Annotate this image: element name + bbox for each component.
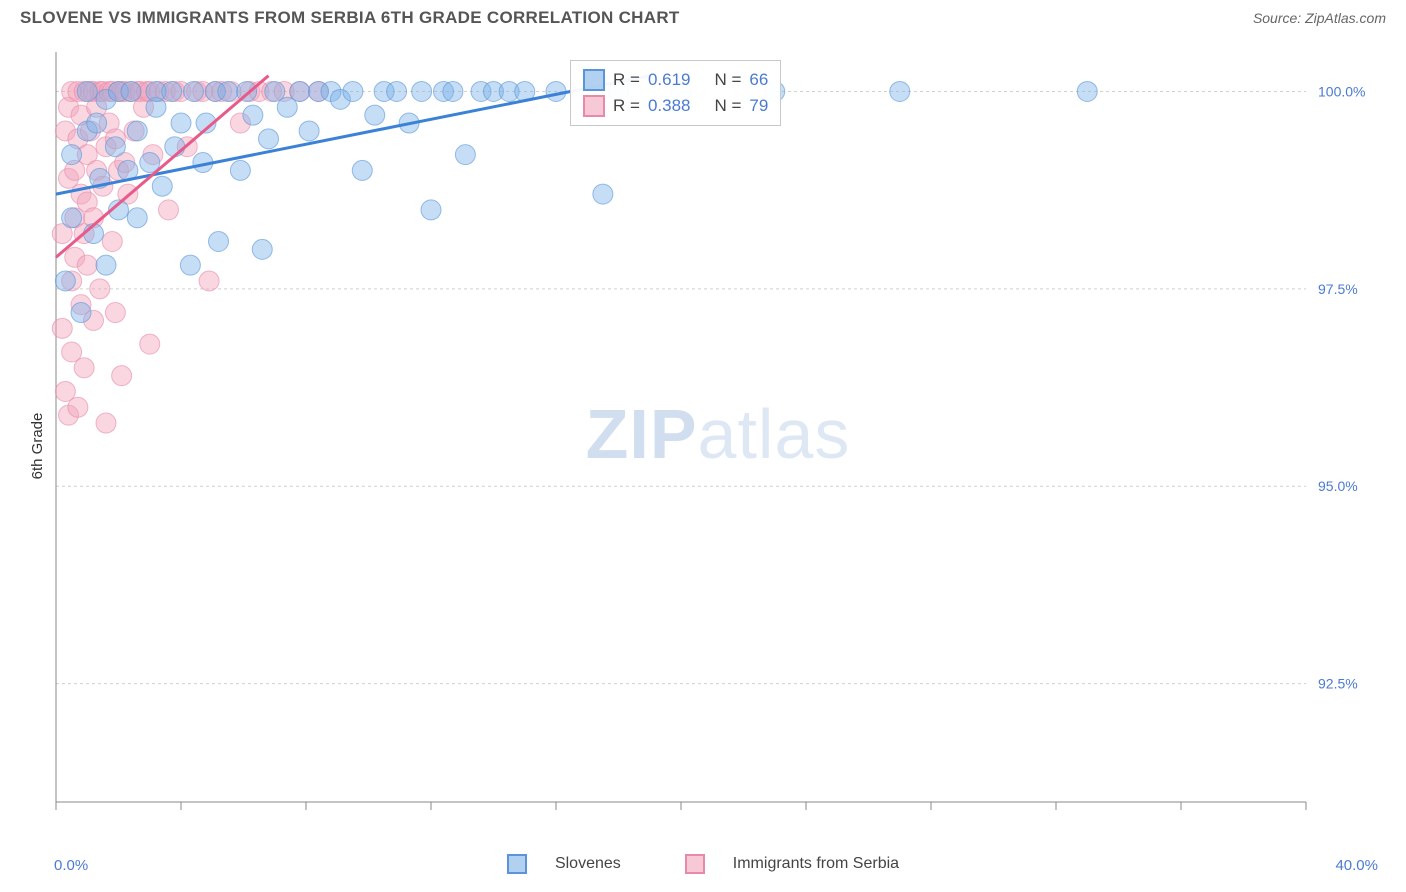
r-value: 0.388 (648, 96, 691, 116)
stats-legend-row: R = 0.619 N = 66 (583, 67, 768, 93)
stats-legend: R = 0.619 N = 66 R = 0.388 N = 79 (570, 60, 781, 126)
stats-legend-row: R = 0.388 N = 79 (583, 93, 768, 119)
n-value: 66 (749, 70, 768, 90)
chart-title: SLOVENE VS IMMIGRANTS FROM SERBIA 6TH GR… (20, 8, 680, 28)
series-label: Immigrants from Serbia (733, 855, 899, 873)
swatch-blue (507, 854, 527, 874)
swatch-blue (583, 69, 605, 91)
r-label: R = (613, 70, 640, 90)
series-label: Slovenes (555, 855, 621, 873)
n-label: N = (714, 96, 741, 116)
r-label: R = (613, 96, 640, 116)
series-legend: Slovenes Immigrants from Serbia (0, 854, 1406, 874)
source-label: Source: ZipAtlas.com (1253, 10, 1386, 26)
plot-area: 92.5%95.0%97.5%100.0% ZIPatlas R = 0.619… (50, 46, 1386, 822)
swatch-pink (685, 854, 705, 874)
svg-text:92.5%: 92.5% (1318, 676, 1358, 692)
y-axis-label: 6th Grade (29, 413, 46, 480)
svg-text:95.0%: 95.0% (1318, 478, 1358, 494)
svg-text:100.0%: 100.0% (1318, 83, 1365, 99)
n-label: N = (714, 70, 741, 90)
scatter-chart: 92.5% 95.0% 97.5% 100.0% (50, 46, 1386, 822)
n-value: 79 (749, 96, 768, 116)
swatch-pink (583, 95, 605, 117)
svg-text:97.5%: 97.5% (1318, 281, 1358, 297)
r-value: 0.619 (648, 70, 691, 90)
